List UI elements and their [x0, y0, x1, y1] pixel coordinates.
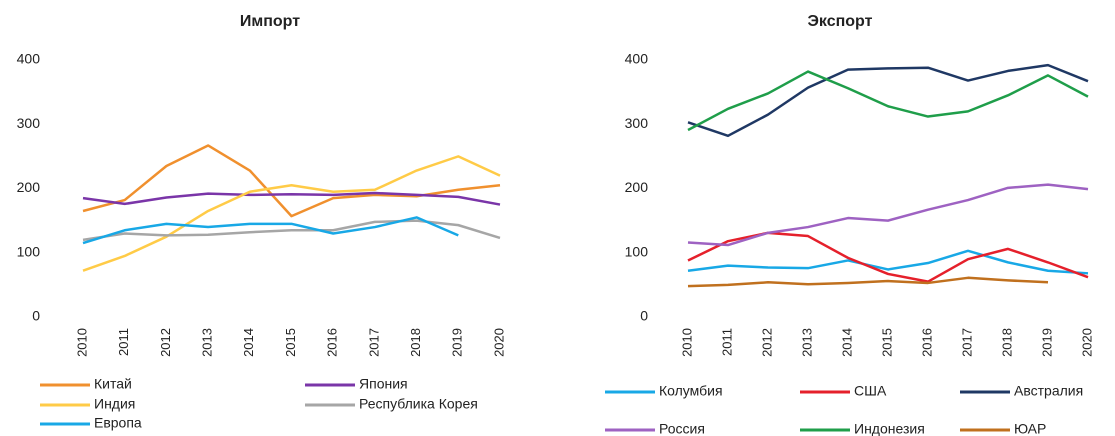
x-tick-label: 2014	[839, 328, 854, 357]
x-tick-label: 2018	[408, 328, 423, 357]
x-tick-label: 2012	[759, 328, 774, 357]
x-tick-label: 2019	[450, 328, 465, 357]
legend-label: Колумбия	[659, 383, 723, 399]
legend-label: Австралия	[1014, 383, 1083, 399]
x-tick-label: 2020	[491, 328, 506, 357]
x-tick-label: 2015	[283, 328, 298, 357]
legend-label: Европа	[94, 415, 142, 431]
x-tick-label: 2018	[999, 328, 1014, 357]
chart-title: Импорт	[240, 13, 300, 30]
y-tick-label: 400	[17, 51, 41, 67]
y-tick-label: 300	[625, 115, 649, 131]
legend-label: ЮАР	[1014, 421, 1046, 436]
x-tick-label: 2010	[679, 328, 694, 357]
y-tick-label: 300	[17, 115, 41, 131]
x-tick-label: 2011	[719, 328, 734, 356]
line	[82, 155, 501, 272]
x-tick-label: 2014	[241, 328, 256, 357]
y-tick-label: 100	[17, 243, 41, 259]
x-tick-label: 2017	[366, 328, 381, 357]
x-tick-label: 2020	[1079, 328, 1094, 357]
chart-title: Экспорт	[808, 13, 873, 30]
legend-label: США	[854, 383, 887, 399]
line	[687, 183, 1089, 247]
legend-label: Китай	[94, 376, 132, 392]
y-tick-label: 400	[625, 51, 649, 67]
y-tick-label: 200	[17, 179, 41, 195]
x-tick-label: 2010	[74, 328, 89, 357]
y-tick-label: 100	[625, 243, 649, 259]
legend-label: Республика Корея	[359, 396, 478, 412]
x-tick-label: 2012	[158, 328, 173, 357]
x-tick-label: 2013	[799, 328, 814, 357]
line	[687, 249, 1089, 275]
line	[687, 63, 1089, 138]
legend-label: Россия	[659, 421, 705, 436]
y-tick-label: 0	[640, 308, 648, 324]
line	[687, 70, 1089, 132]
x-tick-label: 2016	[919, 328, 934, 357]
legend-label: Индонезия	[854, 421, 925, 436]
x-tick-label: 2011	[116, 328, 131, 356]
line	[687, 276, 1049, 288]
line	[82, 144, 501, 218]
x-tick-label: 2017	[959, 328, 974, 357]
y-tick-label: 0	[32, 308, 40, 324]
line	[82, 191, 501, 206]
line	[82, 216, 459, 245]
x-tick-label: 2019	[1039, 328, 1054, 357]
x-tick-label: 2016	[325, 328, 340, 357]
legend-label: Индия	[94, 396, 135, 412]
x-tick-label: 2015	[879, 328, 894, 357]
y-tick-label: 200	[625, 179, 649, 195]
legend-label: Япония	[359, 376, 408, 392]
x-tick-label: 2013	[200, 328, 215, 357]
